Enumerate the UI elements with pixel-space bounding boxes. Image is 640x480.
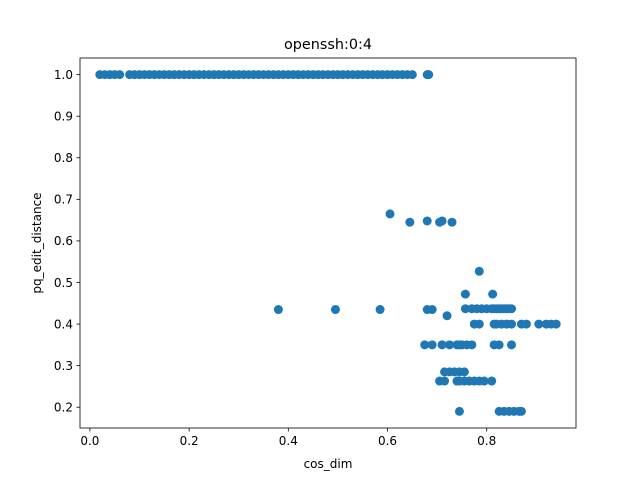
y-tick-label: 0.3 xyxy=(54,359,73,373)
data-point xyxy=(474,266,484,276)
data-point xyxy=(454,406,464,416)
chart-title: openssh:0:4 xyxy=(284,37,372,53)
data-point xyxy=(445,340,455,350)
data-point xyxy=(447,217,457,227)
x-tick-label: 0.4 xyxy=(279,434,298,448)
y-tick-label: 1.0 xyxy=(54,68,73,82)
data-point xyxy=(442,311,452,321)
y-tick-label: 0.9 xyxy=(54,110,73,124)
data-point xyxy=(507,340,517,350)
x-tick-label: 0.2 xyxy=(180,434,199,448)
data-point xyxy=(534,319,544,329)
plot-frame xyxy=(79,57,577,429)
data-point xyxy=(115,70,125,80)
x-axis-label: cos_dim xyxy=(304,457,353,471)
x-axis-ticks: 0.0 0.2 0.4 0.6 0.8 xyxy=(80,428,496,448)
data-point xyxy=(487,376,497,386)
data-point xyxy=(273,305,283,315)
x-tick-label: 0.0 xyxy=(80,434,99,448)
data-point xyxy=(405,217,415,227)
data-point xyxy=(516,406,526,416)
data-point xyxy=(420,340,430,350)
data-point xyxy=(427,340,437,350)
data-point xyxy=(507,304,517,314)
data-point xyxy=(479,376,489,386)
data-point xyxy=(459,367,469,377)
data-point xyxy=(427,305,437,315)
data-point xyxy=(460,289,470,299)
data-point xyxy=(375,305,385,315)
data-point xyxy=(437,216,447,226)
data-point xyxy=(467,340,477,350)
data-point xyxy=(494,340,504,350)
x-tick-label: 0.8 xyxy=(477,434,496,448)
data-point xyxy=(422,216,432,226)
data-point xyxy=(551,319,561,329)
y-tick-label: 0.6 xyxy=(54,234,73,248)
data-point xyxy=(474,319,484,329)
data-point xyxy=(407,70,417,80)
y-axis-label: pq_edit_distance xyxy=(30,192,44,293)
y-tick-label: 0.4 xyxy=(54,317,73,331)
y-tick-label: 0.2 xyxy=(54,401,73,415)
data-point xyxy=(440,376,450,386)
y-tick-label: 0.5 xyxy=(54,276,73,290)
data-point xyxy=(488,289,498,299)
data-point xyxy=(330,305,340,315)
data-point xyxy=(385,209,395,219)
y-tick-label: 0.7 xyxy=(54,193,73,207)
y-axis-ticks: 0.2 0.3 0.4 0.5 0.6 0.7 0.8 0.9 1.0 xyxy=(54,68,80,415)
data-points xyxy=(95,70,561,416)
data-point xyxy=(424,70,434,80)
y-tick-label: 0.8 xyxy=(54,151,73,165)
data-point xyxy=(521,319,531,329)
x-tick-label: 0.6 xyxy=(378,434,397,448)
data-point xyxy=(507,319,517,329)
data-point xyxy=(437,340,447,350)
data-point xyxy=(460,304,470,314)
